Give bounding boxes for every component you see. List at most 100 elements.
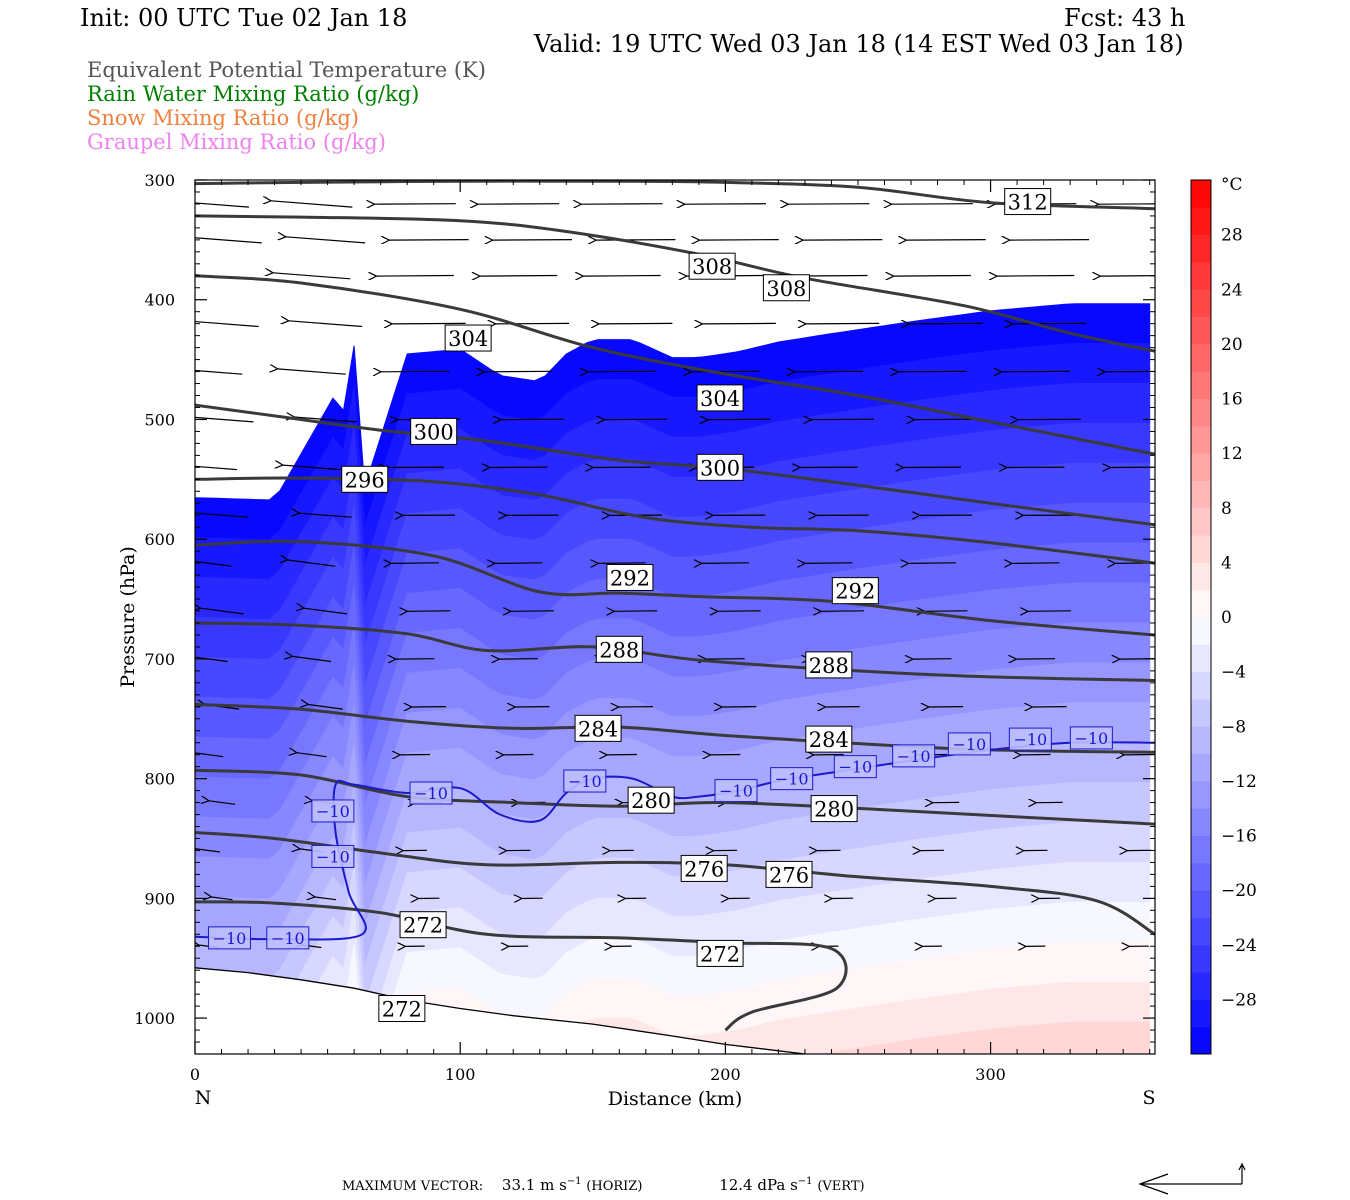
wind-vector <box>288 560 336 567</box>
isotherm-label: −10 <box>213 929 247 948</box>
contour-label: 300 <box>700 456 740 480</box>
theta-e-contour-312 <box>195 180 1155 211</box>
theta-e-contour-300 <box>195 403 1155 527</box>
colorbar-swatch <box>1191 944 1211 973</box>
colorbar-swatch <box>1191 644 1211 673</box>
wind-vector <box>377 276 454 277</box>
contour-label: 272 <box>403 914 443 938</box>
contour-label: 292 <box>610 566 650 590</box>
colorbar-label: −4 <box>1221 663 1246 683</box>
isotherm-label-box <box>266 926 310 950</box>
colorbar-swatch <box>1191 261 1211 290</box>
isotherm-label-box <box>1069 726 1113 750</box>
wind-vector <box>209 801 236 805</box>
colorbar-swatch <box>1191 617 1211 645</box>
contour-label-box <box>805 651 853 679</box>
wind-vector <box>297 753 327 758</box>
wind-vector <box>278 369 346 375</box>
colorbar-swatch <box>1191 835 1211 864</box>
y-tick-label: 600 <box>144 530 175 549</box>
wind-vector <box>195 237 262 244</box>
contour-label-box <box>680 854 728 882</box>
colorbar-label: −28 <box>1221 990 1257 1010</box>
colorbar-swatch <box>1191 425 1211 454</box>
field-label-snow: Snow Mixing Ratio (g/kg) <box>87 106 359 130</box>
wind-vector <box>700 240 779 241</box>
y-tick-label: 300 <box>144 171 175 190</box>
wind-vector <box>195 369 243 375</box>
north-label: N <box>195 1087 212 1109</box>
theta-e-contour-272 <box>195 900 848 1032</box>
isotherm-label-box <box>311 799 355 823</box>
contour-label: 276 <box>769 863 809 887</box>
contour-label: 292 <box>835 580 875 604</box>
wind-vector <box>304 608 348 615</box>
wind-vector <box>583 276 661 277</box>
y-tick-label: 1000 <box>134 1009 175 1028</box>
colorbar-swatch <box>1191 234 1211 263</box>
init-time: Init: 00 UTC Tue 02 Jan 18 <box>80 4 408 32</box>
contour-label: 300 <box>414 420 454 444</box>
contour-label: 272 <box>382 998 422 1022</box>
wind-vector <box>381 371 450 372</box>
isotherm-label: −10 <box>316 847 350 866</box>
wind-vector <box>195 320 259 328</box>
colorbar-label: 20 <box>1221 335 1243 355</box>
colorbar-swatch <box>1191 862 1211 891</box>
contour-label-box <box>696 384 744 412</box>
horiz-exp: −1 <box>566 1176 582 1187</box>
wind-vector <box>493 240 573 241</box>
isotherm-label: −10 <box>838 758 872 777</box>
wind-vector <box>289 321 363 328</box>
wind-vector <box>195 465 238 471</box>
colorbar-label: −8 <box>1221 717 1246 737</box>
contour-label-box <box>696 939 744 967</box>
colorbar-swatch <box>1191 371 1211 399</box>
wind-vector <box>495 563 543 564</box>
contour-label-box <box>805 725 853 753</box>
wind-vector <box>703 323 776 324</box>
wind-vector <box>691 371 760 372</box>
colorbar-swatch <box>1191 535 1211 563</box>
colorbar-swatch <box>1191 343 1211 372</box>
isotherm-label-box <box>947 732 991 756</box>
wind-vector <box>195 416 254 423</box>
contour-label: 308 <box>692 255 732 279</box>
colorbar-swatch <box>1191 207 1211 236</box>
wind-vector <box>196 513 249 518</box>
reference-vertical-arrowhead <box>1238 1162 1246 1171</box>
colorbar-swatch <box>1191 480 1211 509</box>
x-tick-label: 300 <box>975 1065 1006 1084</box>
theta-e-contour-292 <box>195 539 1155 637</box>
wind-vector <box>407 611 451 612</box>
isotherm-label: −10 <box>316 802 350 821</box>
colorbar-swatch <box>1191 316 1211 345</box>
wind-vector <box>604 419 668 420</box>
wind-vector <box>894 276 971 277</box>
forecast-hour: Fcst: 43 h <box>1064 4 1186 32</box>
isotherm-label-box <box>714 779 758 803</box>
isotherm-label: −10 <box>1013 730 1047 749</box>
y-axis-label: Pressure (hPa) <box>117 546 139 688</box>
temperature-band <box>346 981 1151 1054</box>
wind-vector <box>909 563 956 564</box>
terrain-line <box>195 967 805 1054</box>
y-tick-label: 800 <box>144 770 175 789</box>
wind-vector <box>389 240 469 241</box>
y-tick-label: 900 <box>144 889 175 908</box>
wind-vector <box>375 204 456 205</box>
contour-label-box <box>574 714 622 742</box>
x-tick-label: 100 <box>445 1065 476 1084</box>
contour-label-box <box>688 252 736 280</box>
y-tick-label: 500 <box>144 410 175 429</box>
isotherm-label: −10 <box>897 747 931 766</box>
wind-vector <box>997 276 1075 277</box>
contour-label: 288 <box>809 654 849 678</box>
colorbar-swatch <box>1191 726 1211 755</box>
isotherm-label-box <box>409 781 453 805</box>
wind-vector <box>1115 563 1155 564</box>
temperature-fill <box>195 303 1151 1054</box>
contour-label: 284 <box>809 728 849 752</box>
field-label-rain: Rain Water Mixing Ratio (g/kg) <box>87 82 420 106</box>
